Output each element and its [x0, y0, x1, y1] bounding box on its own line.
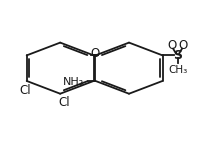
Text: S: S: [173, 49, 182, 62]
Text: Cl: Cl: [20, 84, 31, 97]
Text: NH₂: NH₂: [62, 77, 84, 87]
Text: O: O: [90, 47, 99, 60]
Text: CH₃: CH₃: [168, 65, 187, 75]
Text: O: O: [167, 39, 177, 52]
Text: Cl: Cl: [59, 96, 70, 109]
Text: O: O: [178, 39, 187, 52]
